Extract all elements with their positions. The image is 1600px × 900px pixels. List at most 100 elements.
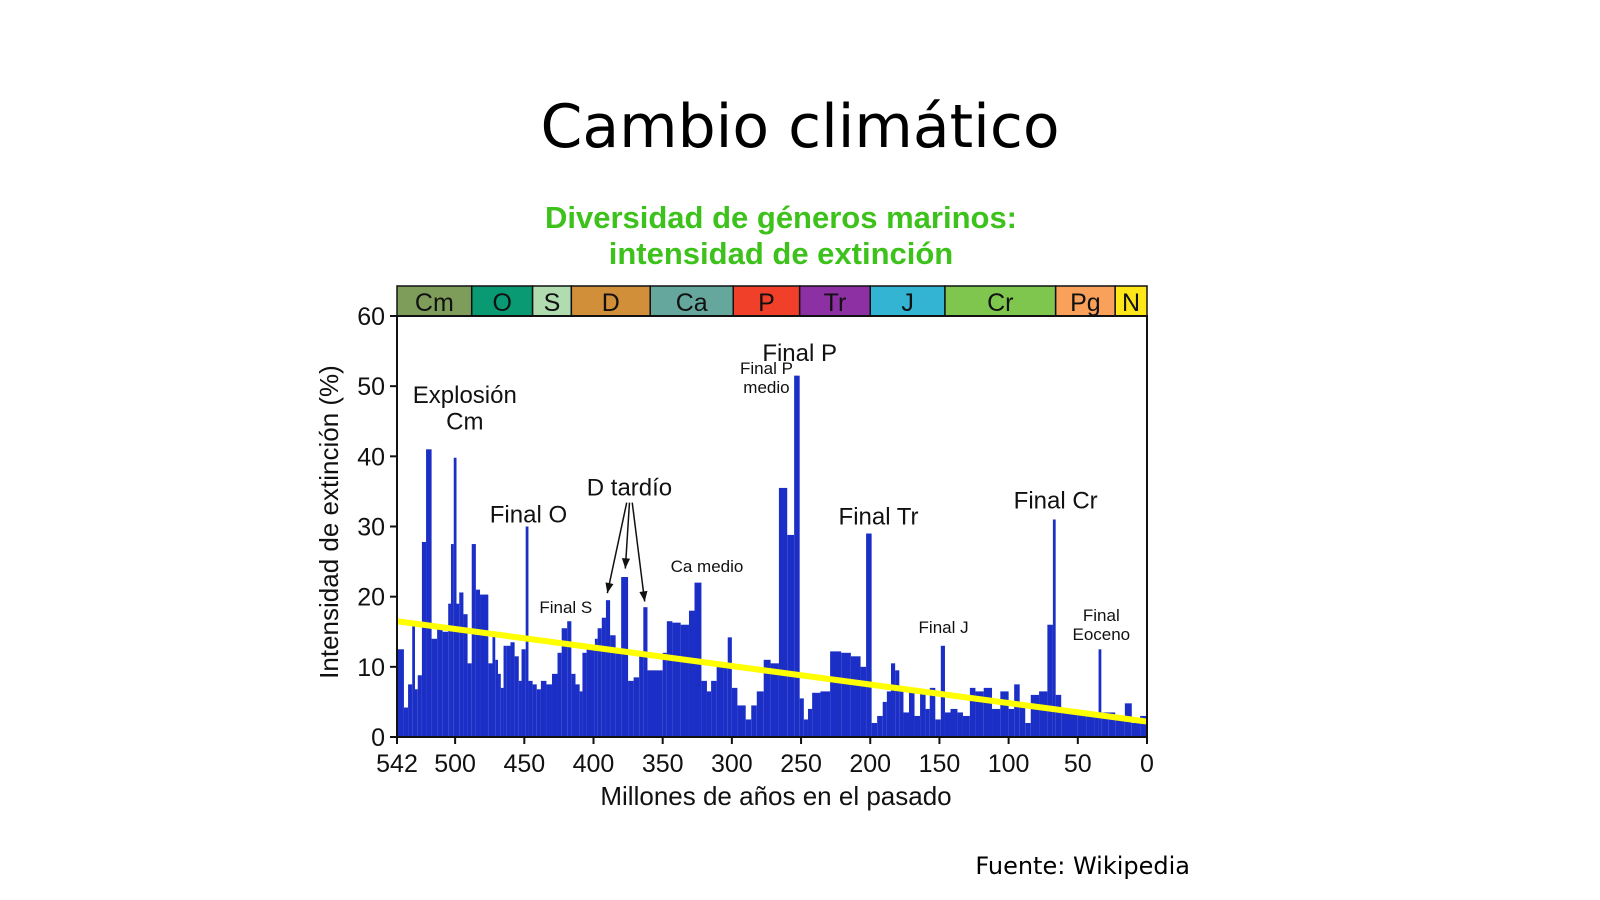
annotation: Eoceno	[1072, 625, 1130, 644]
bar	[737, 705, 746, 737]
bar	[957, 712, 963, 737]
bar	[799, 698, 804, 737]
bar	[745, 719, 752, 737]
annotation: medio	[743, 378, 789, 397]
bar	[408, 684, 413, 737]
bar	[633, 677, 640, 737]
bar	[575, 684, 580, 737]
bar	[528, 680, 533, 737]
bar	[503, 645, 507, 737]
bar	[456, 603, 460, 737]
bar	[841, 652, 851, 737]
bar	[471, 544, 476, 737]
bar	[662, 652, 667, 737]
x-tick-label: 100	[988, 750, 1030, 778]
bar	[437, 624, 443, 737]
bar	[1140, 715, 1147, 737]
bar	[975, 691, 984, 737]
extinction-figure: Diversidad de géneros marinos: intensida…	[300, 200, 1200, 830]
bar	[514, 656, 519, 737]
bar	[727, 637, 732, 737]
bar	[426, 449, 432, 737]
bar	[962, 715, 970, 737]
bar	[498, 673, 501, 737]
bar	[672, 622, 681, 737]
bar	[992, 708, 1001, 737]
period-segment	[1114, 285, 1148, 317]
bar	[453, 457, 457, 737]
bar	[1086, 712, 1095, 737]
bar	[1098, 649, 1102, 737]
period-label: Pg	[1070, 289, 1101, 317]
bar	[615, 652, 622, 737]
x-tick-label: 250	[780, 750, 822, 778]
bar	[731, 687, 738, 737]
bar	[969, 687, 976, 737]
arrow-head	[639, 590, 648, 602]
bar	[480, 594, 489, 737]
bar	[643, 607, 648, 737]
bar	[412, 626, 415, 737]
bar	[871, 722, 878, 737]
bar	[820, 691, 831, 737]
period-segment	[732, 285, 801, 317]
period-label: Ca	[676, 289, 708, 317]
y-tick-label: 0	[371, 724, 385, 752]
period-label: S	[544, 289, 561, 317]
source-note: Fuente: Wikipedia	[975, 852, 1190, 880]
period-segment	[396, 285, 473, 317]
period-segment	[1054, 285, 1116, 317]
period-label: N	[1122, 289, 1140, 317]
bar	[551, 673, 558, 737]
bar	[475, 589, 481, 737]
bar	[763, 659, 771, 737]
annotation: Final P	[740, 359, 793, 378]
x-tick-label: 542	[376, 750, 418, 778]
annotation: Explosión	[413, 382, 517, 409]
period-label: O	[492, 289, 511, 317]
bar	[586, 649, 595, 737]
annotation: Final O	[490, 501, 567, 528]
bar	[723, 663, 728, 737]
bar	[557, 652, 562, 737]
bar	[506, 645, 511, 737]
bar	[950, 708, 958, 737]
annotation: Final J	[919, 618, 969, 637]
y-axis-label: Intensidad de extinción (%)	[314, 365, 344, 679]
period-label: D	[602, 289, 620, 317]
bar	[594, 638, 598, 737]
annotation: Ca medio	[671, 557, 744, 576]
bar	[706, 691, 712, 737]
bar	[903, 712, 909, 737]
bar	[1019, 705, 1026, 737]
bar	[850, 656, 861, 737]
bar	[605, 600, 611, 737]
bar	[1115, 719, 1125, 737]
bar	[403, 707, 409, 737]
figure-title: Diversidad de géneros marinos:	[545, 200, 1017, 235]
annotation: Final P	[762, 340, 837, 367]
bar	[1052, 519, 1056, 737]
bar	[1000, 691, 1009, 737]
bar-series	[397, 375, 1147, 737]
bar	[1047, 624, 1053, 737]
bar	[536, 689, 541, 737]
period-label: P	[758, 289, 775, 317]
bar	[610, 635, 616, 737]
annotation: Final	[1083, 606, 1120, 625]
y-tick-label: 60	[357, 303, 385, 331]
period-bar: Cm O S D Ca P Tr J Cr Pg N	[396, 285, 1148, 317]
period-segment	[869, 285, 946, 317]
x-tick-label: 50	[1064, 750, 1092, 778]
bar	[561, 628, 568, 737]
bar	[877, 715, 883, 737]
bar	[929, 687, 936, 737]
bar	[459, 592, 464, 737]
x-tick-label: 0	[1140, 750, 1154, 778]
bar	[546, 684, 552, 737]
bar	[414, 689, 418, 737]
bar	[666, 621, 673, 737]
bar	[680, 624, 689, 737]
bar	[647, 670, 653, 737]
